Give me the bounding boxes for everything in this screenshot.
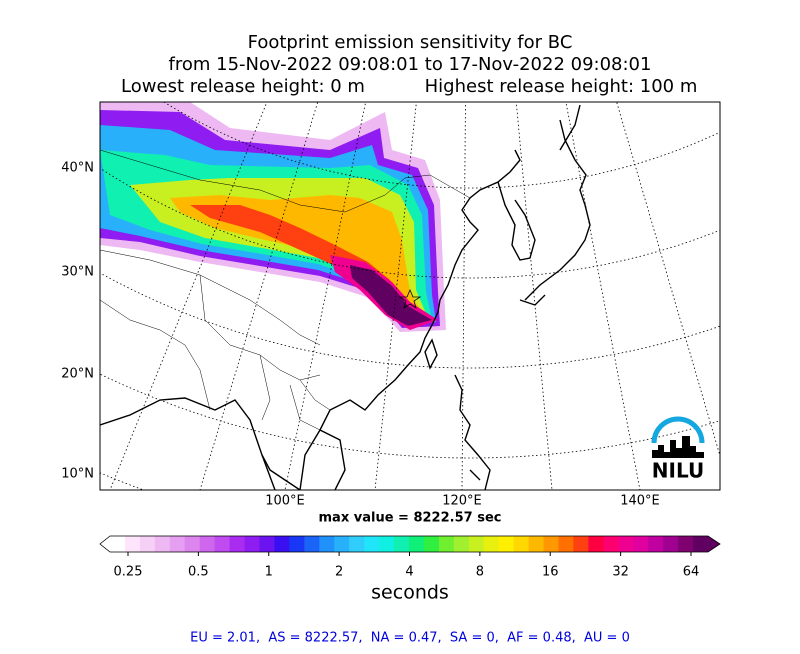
colorbar-segment xyxy=(528,536,544,552)
colorbar-segment xyxy=(483,536,500,552)
release-star xyxy=(398,288,422,309)
colorbar-segment xyxy=(274,536,290,552)
colorbar-segment xyxy=(379,536,395,552)
lat-label: 40°N xyxy=(61,161,94,176)
colorbar-segment xyxy=(199,536,216,552)
colorbar-segment xyxy=(543,536,559,552)
meridian xyxy=(199,102,319,490)
lowest-height: Lowest release height: 0 m xyxy=(121,76,365,97)
highest-height: Highest release height: 100 m xyxy=(425,76,698,97)
colorbar-segment xyxy=(319,536,335,552)
colorbar-min-arrow xyxy=(100,536,110,552)
colorbar-segment xyxy=(154,536,171,552)
colorbar-max-arrow xyxy=(708,536,720,552)
lat-labels: 40°N 30°N 20°N 10°N xyxy=(61,161,94,482)
meridian xyxy=(515,102,553,490)
footer: EU = 2.01, AS = 8222.57, NA = 0.47, SA =… xyxy=(190,631,630,646)
plume-contour xyxy=(170,195,424,316)
colorbar-segment xyxy=(648,536,664,552)
colorbar-segment xyxy=(633,536,649,552)
colorbar-segment xyxy=(693,536,709,552)
colorbar-segment xyxy=(573,536,589,552)
colorbar: 0.25 0.5 1 2 4 8 16 32 64 xyxy=(99,535,721,580)
colorbar-segment xyxy=(349,536,365,552)
colorbar-tick-label: 64 xyxy=(683,565,700,580)
colorbar-segment xyxy=(124,536,141,552)
colorbar-segment xyxy=(498,536,515,552)
nilu-logo: NILU xyxy=(651,416,705,483)
colorbar-segment xyxy=(618,536,634,552)
colorbar-tick-label: 32 xyxy=(612,565,629,580)
colorbar-segment xyxy=(513,536,529,552)
colorbar-label: seconds xyxy=(371,582,449,604)
colorbar-segment xyxy=(409,536,425,552)
colorbar-tick-label: 16 xyxy=(542,565,559,580)
meridian xyxy=(461,102,466,490)
lon-label: 100°E xyxy=(265,494,305,509)
max-value: max value = 8222.57 sec xyxy=(319,511,502,526)
plume xyxy=(100,102,446,332)
colorbar-segment xyxy=(468,536,485,552)
philippines xyxy=(454,374,491,490)
taiwan xyxy=(424,338,438,370)
colorbar-tick-label: 0.25 xyxy=(114,565,143,580)
colorbar-segment xyxy=(663,536,679,552)
colorbar-segment xyxy=(394,536,410,552)
colorbar-segment xyxy=(139,536,156,552)
colorbar-segment xyxy=(214,536,230,552)
colorbar-tick-label: 4 xyxy=(405,565,413,580)
meridian xyxy=(374,102,417,490)
plot-frame xyxy=(99,101,721,491)
meridian xyxy=(109,102,268,490)
lat-label: 10°N xyxy=(61,467,94,482)
colorbar-tick-label: 8 xyxy=(476,565,484,580)
colorbar-segment xyxy=(334,536,350,552)
colorbar-outline xyxy=(99,535,721,553)
colorbar-segment xyxy=(304,536,320,552)
colorbar-segment xyxy=(259,536,275,552)
subtitle: from 15-Nov-2022 09:08:01 to 17-Nov-2022… xyxy=(169,54,652,75)
lon-label: 120°E xyxy=(442,494,482,509)
map: NILU xyxy=(100,102,720,490)
coastline xyxy=(100,149,536,490)
lat-label: 30°N xyxy=(61,265,94,280)
title: Footprint emission sensitivity for BC xyxy=(248,32,573,53)
borders xyxy=(100,149,471,431)
colorbar-tick-label: 0.5 xyxy=(188,565,209,580)
japan xyxy=(519,104,591,306)
lon-labels: 100°E 120°E 140°E xyxy=(265,494,660,509)
plume-contour xyxy=(350,265,432,326)
lon-label: 140°E xyxy=(620,494,660,509)
graticule xyxy=(100,102,720,490)
colorbar-tick-label: 2 xyxy=(335,565,343,580)
colorbar-segment xyxy=(364,536,380,552)
colorbar-segment xyxy=(184,536,201,552)
colorbar-segment xyxy=(169,536,186,552)
meridian xyxy=(284,102,367,490)
colorbar-segment xyxy=(588,536,604,552)
colorbar-tick-label: 1 xyxy=(265,565,273,580)
colorbar-segment xyxy=(678,536,694,552)
colorbar-segment xyxy=(229,536,245,552)
colorbar-segment xyxy=(423,536,440,552)
colorbar-segment xyxy=(244,536,260,552)
logo-text: NILU xyxy=(652,459,704,483)
lat-label: 20°N xyxy=(61,367,94,382)
colorbar-segment xyxy=(603,536,619,552)
parallel xyxy=(100,167,720,279)
colorbar-segment xyxy=(453,536,470,552)
colorbar-segment xyxy=(289,536,305,552)
meridian xyxy=(616,102,720,458)
colorbar-segment xyxy=(438,536,455,552)
colorbar-segment xyxy=(110,536,126,552)
colorbar-segment xyxy=(558,536,574,552)
southeast-asia xyxy=(261,429,346,490)
